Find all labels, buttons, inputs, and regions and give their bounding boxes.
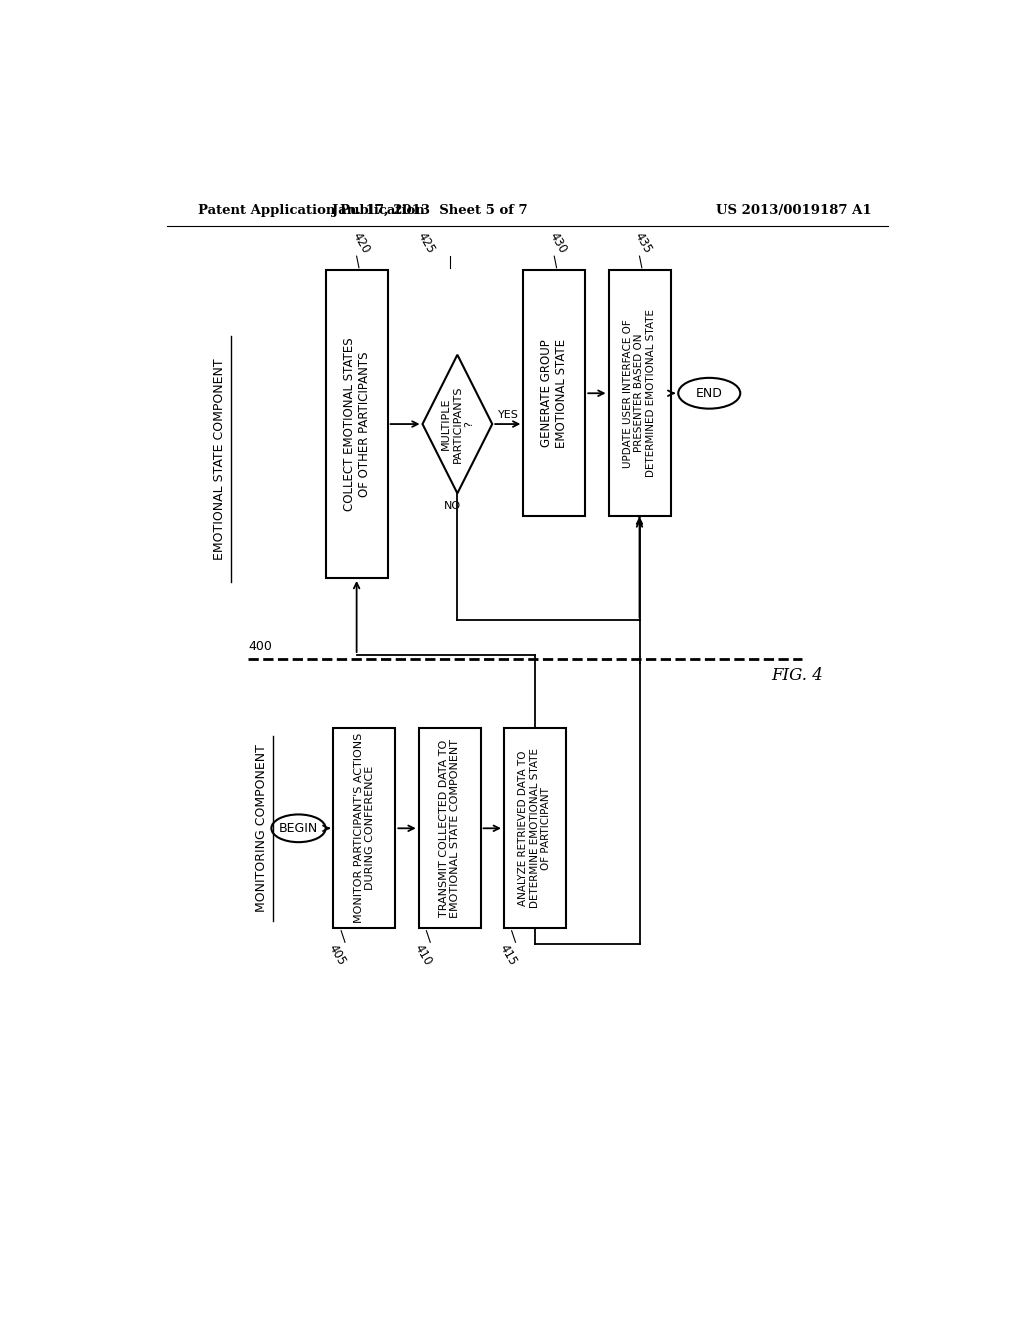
Text: Patent Application Publication: Patent Application Publication bbox=[198, 205, 425, 218]
Text: 410: 410 bbox=[412, 942, 434, 968]
Bar bbox=[608, 271, 671, 516]
Text: UPDATE USER INTERFACE OF
PRESENTER BASED ON
DETERMINED EMOTIONAL STATE: UPDATE USER INTERFACE OF PRESENTER BASED… bbox=[623, 309, 656, 478]
Text: BEGIN: BEGIN bbox=[279, 822, 318, 834]
Text: Jan. 17, 2013  Sheet 5 of 7: Jan. 17, 2013 Sheet 5 of 7 bbox=[333, 205, 528, 218]
Bar bbox=[326, 271, 388, 578]
Text: NO: NO bbox=[443, 500, 461, 511]
Bar bbox=[419, 729, 480, 928]
Text: 430: 430 bbox=[547, 231, 569, 256]
Text: 400: 400 bbox=[248, 640, 272, 652]
Text: ANALYZE RETRIEVED DATA TO
DETERMINE EMOTIONAL STATE
OF PARTICIPANT: ANALYZE RETRIEVED DATA TO DETERMINE EMOT… bbox=[518, 748, 552, 908]
Text: END: END bbox=[696, 387, 723, 400]
Bar bbox=[523, 271, 586, 516]
Text: 420: 420 bbox=[349, 230, 372, 256]
Text: US 2013/0019187 A1: US 2013/0019187 A1 bbox=[717, 205, 872, 218]
Ellipse shape bbox=[678, 378, 740, 409]
Text: 425: 425 bbox=[415, 230, 437, 256]
Text: EMOTIONAL STATE COMPONENT: EMOTIONAL STATE COMPONENT bbox=[213, 358, 226, 560]
Text: 415: 415 bbox=[497, 942, 519, 968]
Text: GENERATE GROUP
EMOTIONAL STATE: GENERATE GROUP EMOTIONAL STATE bbox=[541, 339, 568, 447]
Polygon shape bbox=[423, 355, 493, 494]
Text: MONITOR PARTICIPANT'S ACTIONS
DURING CONFERENCE: MONITOR PARTICIPANT'S ACTIONS DURING CON… bbox=[353, 733, 375, 924]
Bar bbox=[334, 729, 395, 928]
Text: MULTIPLE
PARTICIPANTS
?: MULTIPLE PARTICIPANTS ? bbox=[440, 385, 474, 463]
Text: COLLECT EMOTIONAL STATES
OF OTHER PARTICIPANTS: COLLECT EMOTIONAL STATES OF OTHER PARTIC… bbox=[343, 337, 371, 511]
Text: FIG. 4: FIG. 4 bbox=[771, 668, 823, 685]
Bar bbox=[504, 729, 566, 928]
Text: 405: 405 bbox=[326, 942, 348, 968]
Text: TRANSMIT COLLECTED DATA TO
EMOTIONAL STATE COMPONENT: TRANSMIT COLLECTED DATA TO EMOTIONAL STA… bbox=[439, 739, 461, 917]
Ellipse shape bbox=[271, 814, 326, 842]
Text: MONITORING COMPONENT: MONITORING COMPONENT bbox=[255, 744, 268, 912]
Text: 435: 435 bbox=[632, 231, 654, 256]
Text: YES: YES bbox=[499, 411, 519, 420]
